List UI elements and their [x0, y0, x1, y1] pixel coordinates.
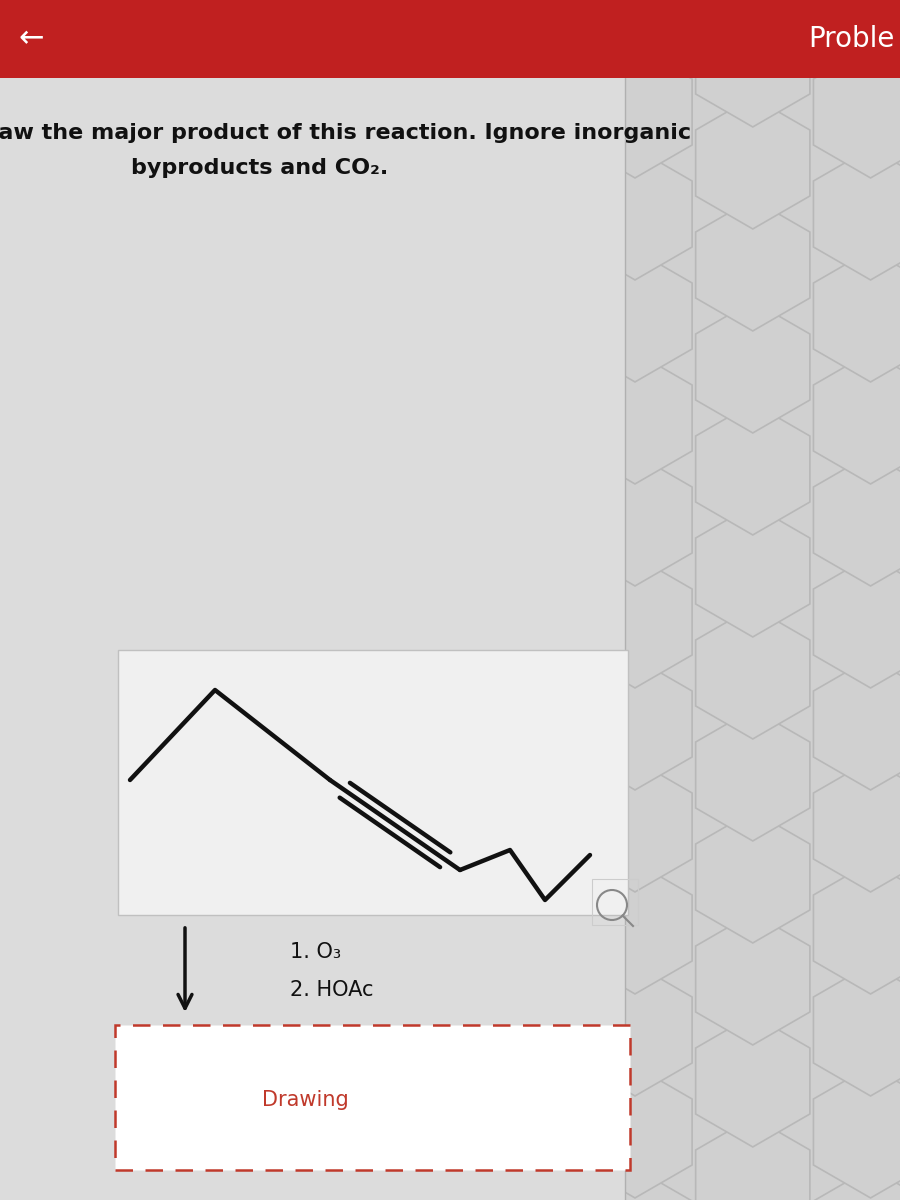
Polygon shape [578, 1066, 692, 1198]
Polygon shape [696, 1015, 810, 1147]
Polygon shape [578, 250, 692, 382]
Polygon shape [814, 1168, 900, 1200]
Polygon shape [578, 658, 692, 790]
Text: 2. HOAc: 2. HOAc [290, 980, 374, 1000]
Bar [118, 650, 628, 914]
Polygon shape [814, 556, 900, 688]
Polygon shape [814, 250, 900, 382]
Polygon shape [814, 0, 900, 76]
Polygon shape [696, 0, 810, 25]
Polygon shape [814, 454, 900, 586]
Polygon shape [696, 607, 810, 739]
Bar [115, 1025, 630, 1170]
Polygon shape [578, 0, 692, 76]
Polygon shape [578, 352, 692, 484]
Bar [0, 78, 625, 1200]
Polygon shape [578, 862, 692, 994]
Text: 1. O₃: 1. O₃ [290, 942, 341, 962]
Text: Draw the major product of this reaction. Ignore inorganic: Draw the major product of this reaction.… [0, 122, 691, 143]
Polygon shape [578, 964, 692, 1096]
Polygon shape [696, 403, 810, 535]
Polygon shape [696, 811, 810, 943]
Polygon shape [696, 913, 810, 1045]
Polygon shape [578, 148, 692, 280]
Text: byproducts and CO₂.: byproducts and CO₂. [131, 158, 389, 178]
Bar [625, 78, 900, 1200]
Polygon shape [696, 1117, 810, 1200]
Polygon shape [578, 760, 692, 892]
Polygon shape [814, 658, 900, 790]
Polygon shape [696, 301, 810, 433]
Polygon shape [814, 46, 900, 178]
Polygon shape [696, 505, 810, 637]
Polygon shape [578, 556, 692, 688]
Polygon shape [814, 1066, 900, 1198]
Polygon shape [696, 97, 810, 229]
Polygon shape [814, 148, 900, 280]
Polygon shape [814, 862, 900, 994]
Text: Proble: Proble [808, 25, 895, 53]
Bar [0, 0, 900, 78]
Bar [592, 878, 638, 925]
Polygon shape [814, 964, 900, 1096]
Polygon shape [578, 1168, 692, 1200]
Polygon shape [578, 454, 692, 586]
Text: ←: ← [18, 24, 43, 54]
Polygon shape [696, 709, 810, 841]
Polygon shape [696, 0, 810, 127]
Polygon shape [814, 352, 900, 484]
Text: Drawing: Drawing [262, 1091, 349, 1110]
Polygon shape [814, 760, 900, 892]
Polygon shape [578, 46, 692, 178]
Polygon shape [696, 199, 810, 331]
